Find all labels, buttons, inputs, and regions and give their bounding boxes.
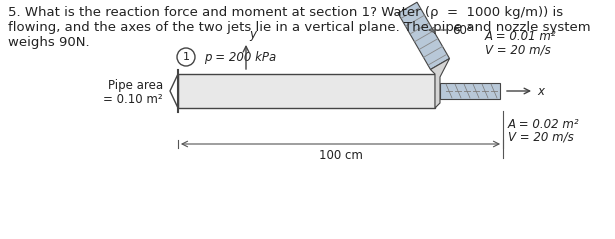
Text: y: y (249, 28, 256, 41)
Text: A = 0.01 m²: A = 0.01 m² (485, 29, 557, 43)
Text: Pipe area: Pipe area (108, 78, 163, 92)
Text: 1: 1 (183, 52, 189, 62)
Bar (178, 74, 435, 108)
Text: weighs 90N.: weighs 90N. (8, 36, 90, 49)
Text: = 0.10 m²: = 0.10 m² (103, 92, 163, 105)
Polygon shape (430, 59, 450, 108)
Text: 5. What is the reaction force and moment at section 1? Water (ρ  =  1000 kg/m)) : 5. What is the reaction force and moment… (8, 6, 563, 19)
Text: flowing, and the axes of the two jets lie in a vertical plane. The pipe and nozz: flowing, and the axes of the two jets li… (8, 21, 590, 34)
Text: V = 20 m/s: V = 20 m/s (508, 131, 574, 144)
Text: 60°: 60° (452, 23, 473, 37)
Text: A = 0.02 m²: A = 0.02 m² (508, 118, 579, 131)
Text: 100 cm: 100 cm (319, 149, 362, 162)
Bar (440, 83, 500, 99)
Polygon shape (398, 2, 450, 70)
Text: p = 200 kPa: p = 200 kPa (204, 50, 276, 64)
Text: V = 20 m/s: V = 20 m/s (485, 43, 551, 56)
Text: x: x (537, 85, 544, 98)
